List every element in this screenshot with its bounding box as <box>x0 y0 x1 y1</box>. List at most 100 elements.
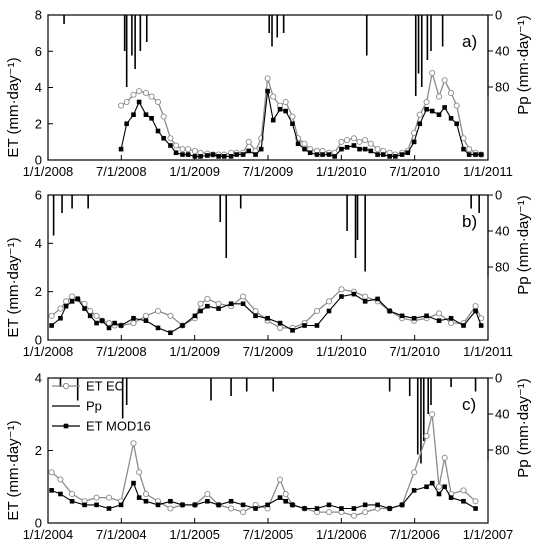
point-et-ec <box>448 89 455 96</box>
point-et-mod16 <box>399 502 405 508</box>
y2-axis-title: Pp (mm·day⁻¹) <box>515 195 532 295</box>
point-et-mod16 <box>399 313 405 319</box>
point-et-mod16 <box>94 502 99 508</box>
point-et-ec <box>276 476 284 483</box>
point-et-mod16 <box>473 152 478 157</box>
legend-label: ET EC <box>86 379 124 394</box>
series-line-et-ec <box>120 72 482 156</box>
x-tick-label: 7/1/2008 <box>96 164 147 179</box>
point-et-mod16 <box>205 303 210 309</box>
legend-marker-circle <box>62 382 70 390</box>
y2-tick-label: 0 <box>495 188 502 203</box>
point-et-ec <box>313 307 321 315</box>
y2-tick-label: 80 <box>495 443 509 458</box>
point-et-mod16 <box>326 502 332 508</box>
point-et-mod16 <box>155 502 161 508</box>
x-tick-label: 7/1/2009 <box>243 164 294 179</box>
x-tick-label: 7/1/2006 <box>389 527 440 542</box>
panel-label: c) <box>462 395 476 414</box>
point-et-ec <box>325 509 333 516</box>
point-et-ec <box>245 138 252 145</box>
point-et-mod16 <box>392 154 398 159</box>
point-et-ec <box>429 69 436 77</box>
point-et-ec <box>142 89 150 96</box>
point-et-mod16 <box>454 121 459 127</box>
point-et-mod16 <box>118 323 124 328</box>
y-tick-label: 0 <box>35 516 42 531</box>
point-et-mod16 <box>387 154 392 159</box>
point-et-mod16 <box>461 323 466 328</box>
point-et-mod16 <box>118 502 124 508</box>
point-et-mod16 <box>290 328 295 333</box>
point-et-ec <box>197 300 204 307</box>
y-tick-label: 4 <box>35 371 42 386</box>
point-et-ec <box>344 137 351 144</box>
point-et-mod16 <box>240 152 246 157</box>
point-et-mod16 <box>375 152 380 157</box>
point-et-mod16 <box>143 498 149 504</box>
point-et-mod16 <box>351 143 357 148</box>
point-et-mod16 <box>351 291 357 297</box>
point-et-ec <box>282 98 289 106</box>
point-et-ec <box>105 494 113 501</box>
point-et-mod16 <box>221 154 227 159</box>
point-et-mod16 <box>387 506 392 511</box>
point-et-mod16 <box>124 121 129 127</box>
point-et-ec <box>69 490 76 498</box>
point-et-ec <box>154 98 162 106</box>
point-et-ec <box>204 490 211 498</box>
point-et-mod16 <box>149 116 154 121</box>
point-et-ec <box>142 490 150 498</box>
point-et-ec <box>435 310 443 317</box>
point-et-mod16 <box>473 308 478 314</box>
point-et-mod16 <box>362 146 368 152</box>
point-et-ec <box>429 411 436 418</box>
point-et-ec <box>441 77 448 84</box>
y2-tick-label: 40 <box>495 407 509 422</box>
y-tick-label: 6 <box>35 188 42 203</box>
x-tick-label: 1/1/2010 <box>316 164 367 179</box>
y2-axis-title: Pp (mm·day⁻¹) <box>515 378 532 478</box>
x-tick-label: 1/1/2010 <box>316 344 367 359</box>
y-tick-label: 8 <box>35 8 42 23</box>
point-et-mod16 <box>228 498 234 504</box>
y2-tick-label: 0 <box>495 371 502 386</box>
legend-marker-square <box>63 423 69 429</box>
point-et-mod16 <box>155 325 161 331</box>
x-tick-label: 1/1/2011 <box>463 344 513 359</box>
point-et-mod16 <box>290 121 295 127</box>
point-et-mod16 <box>411 315 417 321</box>
y2-tick-label: 80 <box>495 260 509 275</box>
point-et-mod16 <box>302 506 307 511</box>
point-et-mod16 <box>106 506 112 511</box>
point-et-mod16 <box>265 88 270 94</box>
point-et-mod16 <box>448 116 454 121</box>
y-tick-label: 6 <box>35 44 42 59</box>
point-et-mod16 <box>246 148 252 154</box>
x-tick-label: 7/1/2010 <box>389 164 440 179</box>
point-et-mod16 <box>118 146 124 152</box>
point-et-mod16 <box>424 484 429 490</box>
point-et-ec <box>362 509 369 516</box>
x-tick-label: 1/1/2008 <box>23 344 74 359</box>
point-et-mod16 <box>424 106 429 112</box>
point-et-mod16 <box>99 318 105 323</box>
y-tick-label: 2 <box>35 284 42 299</box>
point-et-mod16 <box>436 112 442 117</box>
point-et-mod16 <box>302 146 307 152</box>
point-et-mod16 <box>58 315 63 321</box>
point-et-mod16 <box>405 150 411 156</box>
panel-b: 0 2 4 6 0 40 80 1/1/2008 7/1/2008 1/1/2009 7/1/200… <box>5 188 532 360</box>
point-et-mod16 <box>307 150 313 156</box>
point-et-mod16 <box>417 121 423 127</box>
x-tick-label: 1/1/2008 <box>23 164 74 179</box>
point-et-ec <box>191 147 198 154</box>
point-et-ec <box>338 286 345 293</box>
point-et-ec <box>423 432 430 440</box>
y2-axis-title: Pp (mm·day⁻¹) <box>515 15 532 115</box>
point-et-mod16 <box>94 320 99 326</box>
point-et-ec <box>160 113 167 120</box>
point-et-mod16 <box>82 502 87 508</box>
y-tick-label: 4 <box>35 80 42 95</box>
